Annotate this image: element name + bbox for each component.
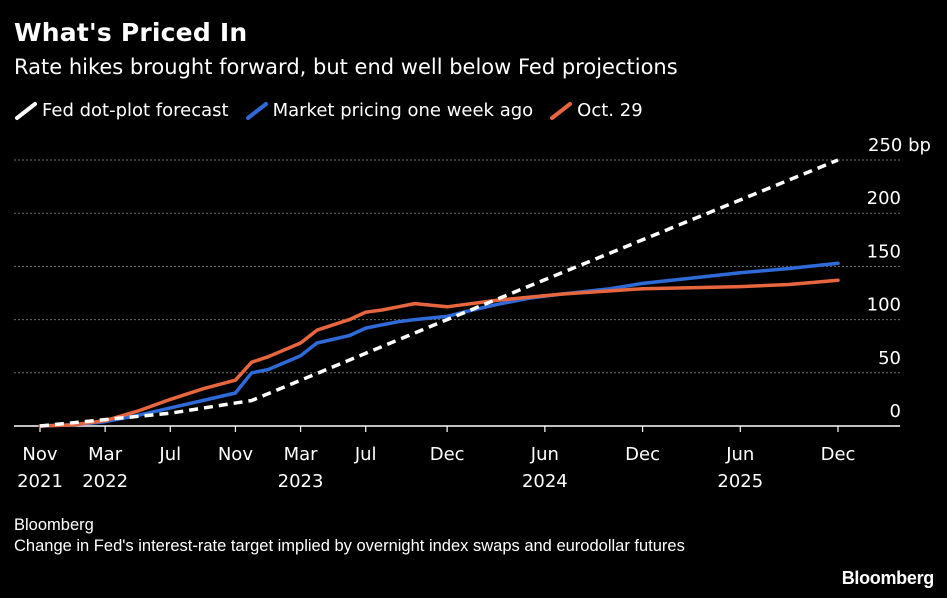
x-tick-year-label: 2025 bbox=[717, 471, 763, 492]
legend-swatch-oct-29 bbox=[550, 101, 573, 120]
chart-title: What's Priced In bbox=[14, 18, 248, 47]
x-tick-label: Dec bbox=[625, 444, 660, 465]
x-tick-label: Dec bbox=[430, 444, 465, 465]
x-tick-label: Mar bbox=[88, 444, 123, 465]
chart-legend: Fed dot-plot forecast Market pricing one… bbox=[14, 100, 659, 121]
legend-label-oct-29: Oct. 29 bbox=[577, 100, 643, 121]
source-note: Change in Fed's interest-rate target imp… bbox=[14, 537, 685, 555]
y-tick-label: 50 bbox=[878, 348, 901, 369]
chart-source: Bloomberg Change in Fed's interest-rate … bbox=[14, 515, 714, 557]
chart-subtitle: Rate hikes brought forward, but end well… bbox=[14, 55, 678, 79]
bloomberg-logo: Bloomberg bbox=[841, 568, 935, 588]
series-line-oct-29 bbox=[38, 278, 840, 428]
x-tick-label: Nov bbox=[218, 444, 253, 465]
legend-swatch-market-pricing bbox=[245, 101, 268, 120]
legend-label-fed-dot-plot: Fed dot-plot forecast bbox=[42, 100, 229, 121]
x-tick-year-label: 2024 bbox=[522, 471, 568, 492]
x-tick-label: Dec bbox=[821, 444, 856, 465]
y-tick-label: 250 bp bbox=[868, 135, 931, 156]
x-tick-label: Jun bbox=[530, 444, 559, 465]
x-tick-year-label: 2022 bbox=[82, 471, 128, 492]
y-tick-label: 150 bbox=[867, 241, 901, 262]
x-tick-label: Jul bbox=[158, 444, 181, 465]
legend-item-fed-dot-plot: Fed dot-plot forecast bbox=[14, 100, 229, 121]
legend-swatch-fed-dot-plot bbox=[15, 101, 37, 120]
x-tick-label: Jun bbox=[725, 444, 754, 465]
x-tick-year-label: 2021 bbox=[17, 471, 63, 492]
x-tick-label: Jul bbox=[354, 444, 377, 465]
x-tick-label: Mar bbox=[284, 444, 319, 465]
y-tick-label: 200 bbox=[867, 188, 901, 209]
legend-item-oct-29: Oct. 29 bbox=[549, 100, 643, 121]
y-tick-label: 0 bbox=[890, 401, 901, 422]
x-tick-year-label: 2023 bbox=[278, 471, 324, 492]
series-line-market-pricing bbox=[38, 261, 840, 428]
source-label: Bloomberg bbox=[14, 516, 94, 534]
series-line-fed-dot-plot bbox=[39, 158, 839, 428]
y-tick-label: 100 bbox=[867, 295, 901, 316]
x-tick-label: Nov bbox=[22, 444, 57, 465]
legend-label-market-pricing: Market pricing one week ago bbox=[272, 100, 534, 121]
legend-item-market-pricing: Market pricing one week ago bbox=[245, 100, 534, 121]
